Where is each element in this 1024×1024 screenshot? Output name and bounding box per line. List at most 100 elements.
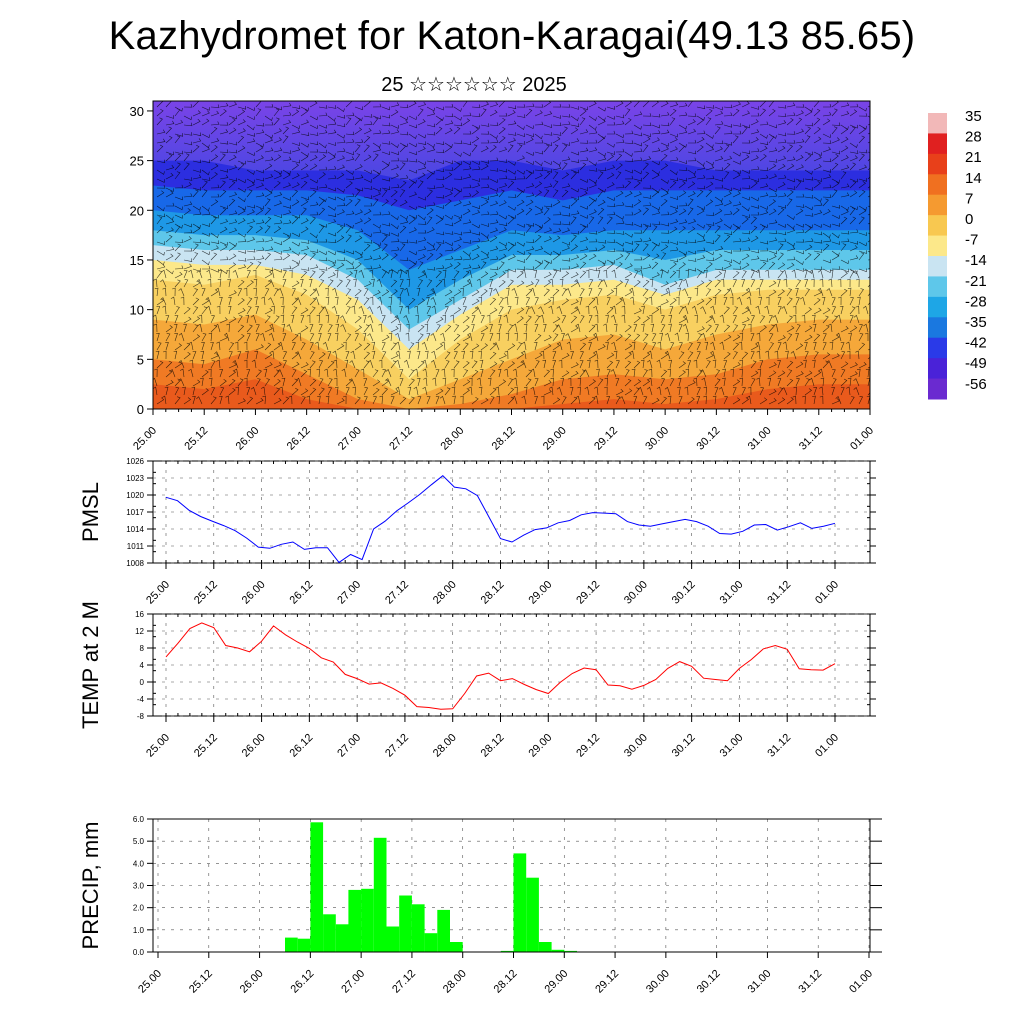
wind-barb (682, 314, 689, 324)
wind-barb (588, 178, 597, 184)
wind-barb (786, 163, 795, 171)
wind-barb (705, 212, 715, 216)
wind-barb (534, 360, 540, 369)
wind-barb (264, 225, 271, 234)
wind-barb (291, 378, 299, 387)
wind-barb (309, 154, 318, 162)
wind-barb (714, 387, 719, 396)
wind-barb (174, 343, 183, 351)
wind-barb (516, 270, 524, 279)
wind-barb (849, 270, 855, 279)
wind-barb (327, 239, 337, 244)
wind-barb (660, 239, 670, 244)
wind-barb (831, 189, 838, 198)
wind-barb (371, 278, 375, 288)
wind-barb (543, 124, 552, 129)
wind-barb (714, 196, 723, 202)
wind-barb (812, 395, 816, 405)
wind-barb (849, 180, 857, 189)
wind-barb (813, 196, 822, 202)
wind-barb (660, 163, 669, 171)
wind-barb (336, 172, 345, 180)
wind-barb (264, 267, 274, 271)
wind-barb (345, 181, 353, 189)
wind-barb (279, 386, 284, 396)
wind-barb (426, 333, 431, 342)
wind-barb (696, 268, 705, 274)
wind-barb (723, 200, 732, 207)
wind-barb (849, 109, 858, 117)
x-tick-label: 26.12 (288, 732, 316, 760)
wind-barb (651, 137, 660, 144)
wind-barb (327, 218, 337, 225)
wind-barb (471, 360, 478, 369)
wind-barb (453, 262, 461, 270)
wind-barb (489, 219, 499, 225)
wind-barb (165, 246, 175, 252)
wind-barb (813, 333, 821, 342)
wind-barb (745, 306, 752, 315)
wind-barb (295, 351, 302, 360)
wind-barb (534, 261, 542, 270)
wind-barb (345, 169, 354, 175)
x-tick-label: 30.00 (622, 732, 650, 760)
wind-barb (712, 395, 717, 405)
wind-barb (165, 120, 175, 126)
wind-barb (578, 296, 583, 306)
wind-barb (390, 184, 400, 189)
wind-barb (570, 234, 577, 243)
wind-barb (723, 187, 732, 192)
wind-barb (696, 333, 703, 342)
wind-barb (156, 205, 165, 212)
wind-barb (552, 253, 560, 261)
wind-barb (219, 387, 225, 396)
wind-barb (334, 386, 339, 396)
wind-barb (478, 296, 483, 306)
wind-barb (570, 106, 579, 110)
wind-barb (705, 160, 714, 166)
wind-barb (812, 359, 816, 369)
wind-barb (849, 216, 857, 225)
wind-barb (268, 332, 275, 342)
wind-barb (588, 129, 598, 135)
wind-barb (530, 386, 536, 396)
wind-barb (349, 378, 356, 387)
wind-barb (354, 164, 363, 171)
wind-barb (579, 117, 586, 126)
wind-barb (291, 333, 299, 342)
wind-barb (498, 189, 505, 198)
wind-barb (840, 351, 846, 360)
wind-barb (696, 254, 706, 261)
wind-barb (750, 270, 755, 279)
wind-barb (498, 227, 507, 234)
precip-bar (564, 950, 577, 952)
wind-barb (570, 159, 580, 163)
wind-barb (601, 279, 608, 288)
wind-barb (192, 334, 201, 342)
wind-barb (255, 182, 264, 189)
wind-barb (264, 378, 270, 387)
wind-barb (334, 296, 339, 306)
wind-barb (534, 378, 539, 387)
wind-barb (611, 269, 617, 279)
wind-barb (174, 252, 181, 261)
wind-barb (390, 353, 399, 360)
wind-barb (174, 279, 181, 288)
wind-barb (561, 257, 571, 262)
wind-barb (219, 140, 229, 145)
wind-barb (377, 305, 383, 315)
wind-barb (866, 395, 870, 405)
panel-frame (152, 613, 871, 717)
wind-barb (811, 314, 816, 324)
wind-barb (552, 199, 561, 207)
wind-barb (219, 369, 224, 378)
wind-barb (498, 360, 505, 369)
wind-barb (849, 297, 854, 306)
x-tick-label: 01.00 (847, 968, 875, 996)
wind-barb (732, 379, 741, 387)
wind-barb (540, 395, 545, 404)
wind-barb (696, 270, 703, 279)
x-tick-label: 29.12 (574, 732, 602, 760)
wind-barb (804, 288, 810, 297)
wind-barb (669, 177, 679, 182)
